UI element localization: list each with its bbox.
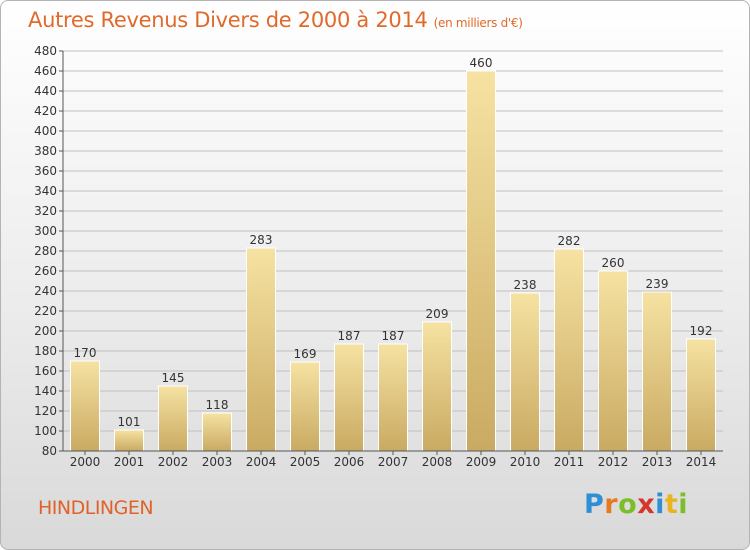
y-tick-label: 80 bbox=[42, 444, 57, 458]
bar bbox=[70, 360, 100, 452]
data-label: 209 bbox=[426, 307, 449, 321]
y-tick-label: 120 bbox=[34, 404, 57, 418]
x-tick-label: 2013 bbox=[642, 455, 673, 469]
y-tick-label: 360 bbox=[34, 164, 57, 178]
logo-letter: i bbox=[655, 489, 665, 520]
town-name: HINDLINGEN bbox=[38, 497, 154, 519]
x-tick-label: 2004 bbox=[246, 455, 277, 469]
y-tick-label: 480 bbox=[34, 44, 57, 58]
x-tick-label: 2010 bbox=[510, 455, 541, 469]
y-tick-label: 140 bbox=[34, 384, 57, 398]
x-tick-label: 2007 bbox=[378, 455, 409, 469]
data-label: 192 bbox=[690, 324, 713, 338]
y-tick-label: 400 bbox=[34, 124, 57, 138]
y-tick-label: 320 bbox=[34, 204, 57, 218]
y-tick-label: 460 bbox=[34, 64, 57, 78]
y-tick-label: 160 bbox=[34, 364, 57, 378]
data-label: 145 bbox=[162, 371, 185, 385]
y-tick-label: 200 bbox=[34, 324, 57, 338]
chart-subtitle: (en milliers d'€) bbox=[433, 16, 523, 30]
y-tick-label: 420 bbox=[34, 104, 57, 118]
x-tick-label: 2001 bbox=[114, 455, 145, 469]
bar bbox=[202, 412, 232, 452]
y-tick-label: 220 bbox=[34, 304, 57, 318]
logo-letter: o bbox=[618, 489, 638, 520]
bar bbox=[334, 343, 364, 452]
title-text: Autres Revenus Divers de 2000 à 2014 bbox=[28, 8, 428, 32]
x-tick-label: 2005 bbox=[290, 455, 321, 469]
y-tick-label: 300 bbox=[34, 224, 57, 238]
data-label: 238 bbox=[514, 278, 537, 292]
data-label: 460 bbox=[470, 56, 493, 70]
logo-letter: P bbox=[584, 489, 605, 520]
bar bbox=[422, 321, 452, 452]
proxiti-logo: Proxiti bbox=[584, 489, 688, 520]
x-tick-label: 2011 bbox=[554, 455, 585, 469]
y-tick-label: 340 bbox=[34, 184, 57, 198]
logo-letter: r bbox=[604, 489, 619, 520]
x-tick-label: 2000 bbox=[70, 455, 101, 469]
logo-letter: t bbox=[664, 489, 679, 520]
data-label: 169 bbox=[294, 347, 317, 361]
x-tick-label: 2003 bbox=[202, 455, 233, 469]
data-label: 260 bbox=[602, 256, 625, 270]
x-tick-label: 2006 bbox=[334, 455, 365, 469]
bar bbox=[686, 338, 716, 452]
data-label: 239 bbox=[646, 277, 669, 291]
bar bbox=[158, 385, 188, 452]
data-label: 187 bbox=[382, 329, 405, 343]
data-label: 101 bbox=[118, 415, 141, 429]
y-tick-label: 240 bbox=[34, 284, 57, 298]
data-label: 118 bbox=[206, 398, 229, 412]
bar bbox=[598, 270, 628, 452]
bar bbox=[246, 247, 276, 452]
x-tick-label: 2008 bbox=[422, 455, 453, 469]
y-tick-label: 260 bbox=[34, 264, 57, 278]
y-tick-label: 380 bbox=[34, 144, 57, 158]
bar bbox=[114, 429, 144, 452]
chart-title: Autres Revenus Divers de 2000 à 2014 (en … bbox=[28, 8, 523, 32]
y-tick-label: 440 bbox=[34, 84, 57, 98]
bar bbox=[642, 291, 672, 452]
x-tick-label: 2012 bbox=[598, 455, 629, 469]
bar bbox=[554, 248, 584, 452]
y-tick-label: 280 bbox=[34, 244, 57, 258]
y-tick-label: 100 bbox=[34, 424, 57, 438]
bar bbox=[510, 292, 540, 452]
data-label: 283 bbox=[250, 233, 273, 247]
data-label: 187 bbox=[338, 329, 361, 343]
x-tick-label: 2009 bbox=[466, 455, 497, 469]
bar bbox=[466, 70, 496, 452]
x-tick-label: 2002 bbox=[158, 455, 189, 469]
bar bbox=[290, 361, 320, 452]
y-tick-label: 180 bbox=[34, 344, 57, 358]
data-label: 170 bbox=[74, 346, 97, 360]
logo-letter: i bbox=[678, 489, 689, 520]
data-label: 282 bbox=[558, 234, 581, 248]
bar bbox=[378, 343, 408, 452]
logo-letter: x bbox=[637, 489, 656, 520]
x-tick-label: 2014 bbox=[686, 455, 717, 469]
